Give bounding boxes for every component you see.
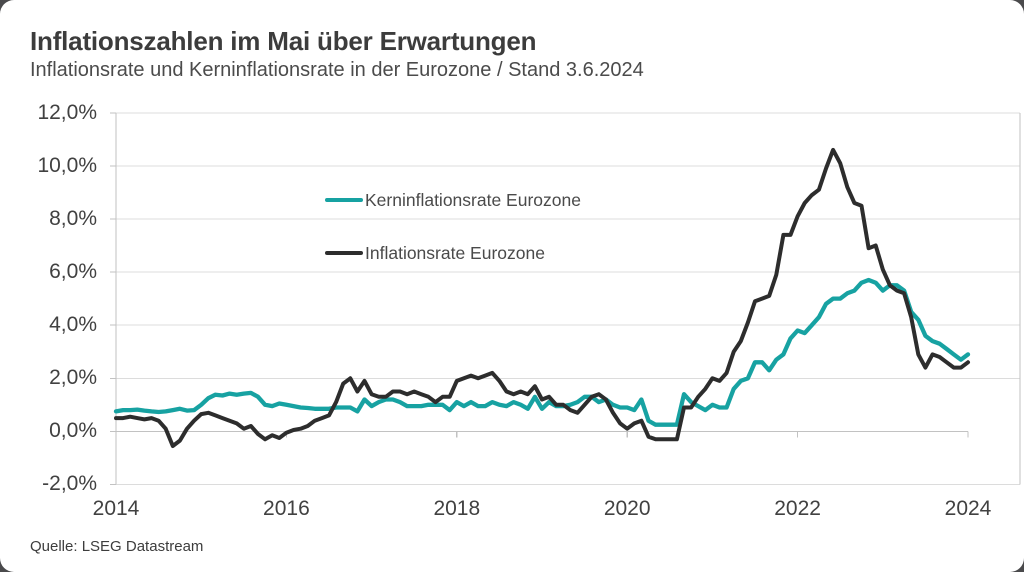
y-axis-label: 2,0%: [49, 366, 97, 390]
x-axis-label: 2014: [92, 497, 140, 520]
legend-item-core-inflation: Kerninflationsrate Eurozone: [325, 187, 581, 213]
y-axis-label: -2,0%: [42, 472, 97, 496]
y-axis-label: 6,0%: [49, 260, 97, 284]
source-label: Quelle: LSEG Datastream: [30, 538, 204, 555]
headline-inflation-line: [114, 147, 970, 448]
x-axis-label: 2022: [774, 497, 821, 520]
y-axis-label: 8,0%: [49, 206, 97, 230]
x-axis-label: 2016: [263, 497, 310, 520]
y-axis-label: 12,0%: [37, 100, 97, 124]
page-title: Inflationszahlen im Mai über Erwartungen: [30, 26, 537, 56]
page-subtitle: Inflationsrate und Kerninflationsrate in…: [30, 59, 644, 81]
headline-line-swatch-icon: [325, 250, 363, 256]
core-line-swatch-icon: [325, 197, 363, 203]
legend-label-headline: Inflationsrate Eurozone: [365, 242, 545, 263]
legend-item-headline-inflation: Inflationsrate Eurozone: [325, 240, 545, 266]
x-axis-label: 2018: [433, 497, 481, 520]
x-axis-label: 2024: [944, 497, 992, 520]
x-axis-label: 2020: [603, 497, 651, 520]
y-axis-label: 10,0%: [37, 153, 97, 177]
core-inflation-line: [113, 277, 971, 427]
y-axis-label: 0,0%: [49, 419, 97, 443]
y-axis-label: 4,0%: [49, 313, 97, 337]
legend-label-core: Kerninflationsrate Eurozone: [365, 189, 581, 210]
